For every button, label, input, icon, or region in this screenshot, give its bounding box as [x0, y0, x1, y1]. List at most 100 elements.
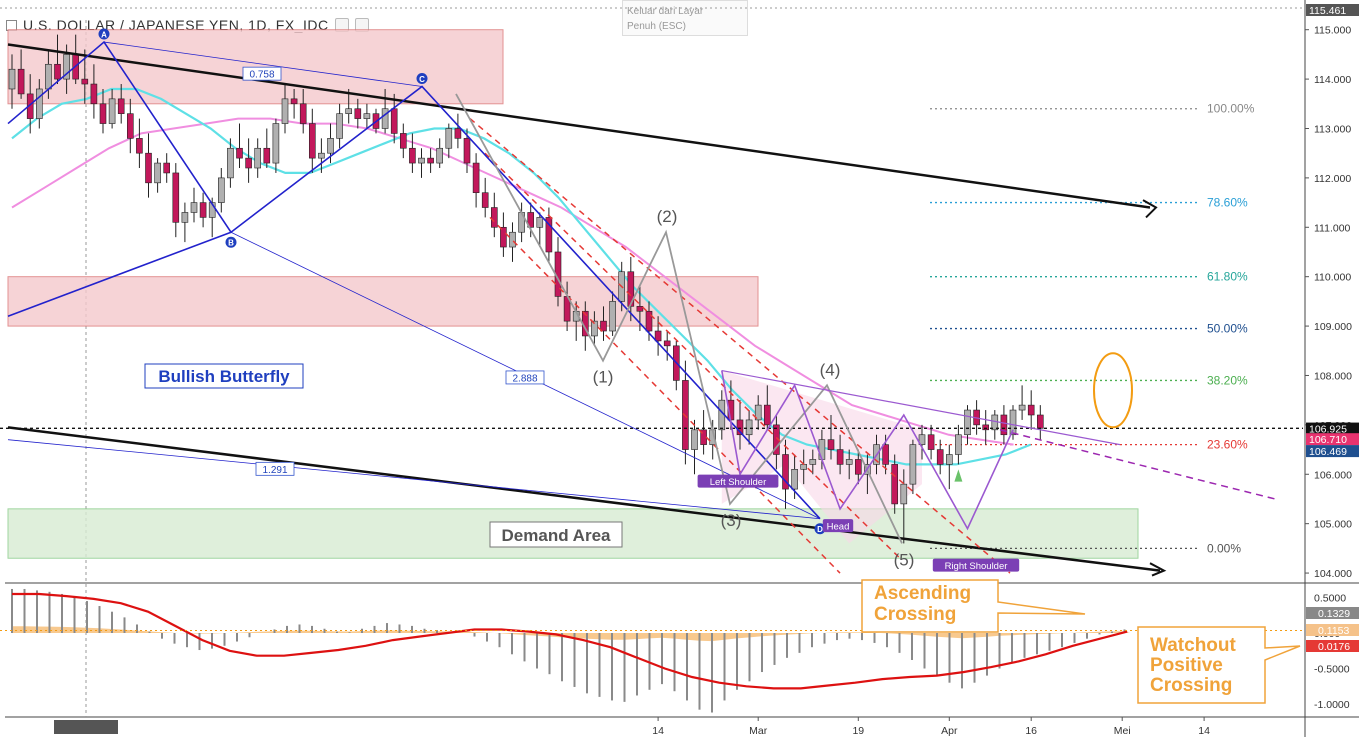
signal-triangle	[954, 469, 963, 482]
candle-body	[117, 98, 125, 114]
candle-body	[245, 157, 252, 169]
price-marker-label: 106.710	[1309, 434, 1347, 446]
price-candle	[172, 163, 180, 238]
candle-body	[600, 320, 607, 332]
price-candle	[891, 454, 899, 514]
butterfly-x-leg	[7, 231, 232, 317]
price-axis-label: 110.000	[1314, 272, 1351, 284]
price-axis-label: 106.000	[1314, 469, 1352, 481]
candle-body	[1009, 409, 1017, 436]
candle-body	[991, 414, 999, 431]
butterfly-point-label: C	[419, 75, 425, 84]
price-candle	[409, 133, 416, 173]
channel-dashed-line	[469, 118, 1011, 574]
price-candle	[472, 153, 480, 208]
candle-body	[308, 123, 316, 159]
chart-symbol-title: U.S. DOLLAR / JAPANESE YEN, 1D, FX_IDC	[23, 17, 329, 33]
price-candle	[136, 118, 143, 169]
price-candle	[682, 360, 689, 465]
candle-body	[527, 212, 535, 228]
price-candle	[609, 291, 616, 336]
price-candle	[490, 192, 498, 238]
bullish-butterfly-label: Bullish Butterfly	[158, 367, 290, 386]
price-candle	[17, 49, 25, 99]
price-candle	[99, 88, 107, 134]
candle-body	[35, 88, 43, 119]
price-candle	[591, 311, 598, 346]
price-candle	[1009, 405, 1017, 440]
supply-zone-middle	[7, 276, 759, 327]
candle-body	[736, 419, 744, 436]
fib-level-label: 78.60%	[1207, 196, 1248, 210]
candle-body	[154, 162, 161, 184]
price-axis-label: 113.000	[1314, 123, 1351, 135]
candle-body	[254, 147, 261, 169]
ascending-callout-line: Ascending	[874, 583, 971, 604]
candle-body	[982, 424, 990, 431]
candle-body	[281, 98, 289, 124]
candle-body	[545, 217, 553, 253]
candle-body	[199, 202, 207, 218]
candle-body	[472, 162, 480, 194]
tooltip-line-2: Penuh (ESC)	[627, 21, 686, 32]
price-candle	[827, 414, 835, 460]
candle-body	[17, 68, 25, 95]
candle-body	[509, 231, 516, 248]
candle-body	[63, 54, 70, 80]
ascending-callout	[861, 579, 1086, 633]
candle-body	[945, 454, 953, 465]
price-candle	[918, 424, 926, 460]
candle-body	[827, 439, 835, 450]
price-candle	[90, 64, 98, 119]
price-candle	[254, 138, 261, 178]
candle-body	[145, 152, 152, 184]
pattern-label-bg	[822, 519, 854, 533]
candle-body	[1037, 414, 1044, 429]
price-candle	[527, 202, 535, 238]
time-axis-label: 16	[1025, 725, 1037, 737]
price-axis-label: 115.000	[1314, 25, 1351, 37]
price-candle	[600, 306, 607, 341]
candle-body	[108, 98, 116, 124]
candle-body	[654, 330, 662, 342]
candle-body	[1018, 404, 1026, 411]
fib-level-label: 0.00%	[1207, 541, 1241, 555]
price-axis-label: 105.000	[1314, 519, 1352, 531]
candle-body	[427, 157, 434, 164]
price-marker-bg	[1306, 422, 1359, 435]
butterfly-ratio-label: 0.758	[249, 70, 274, 81]
price-candle	[127, 98, 134, 154]
price-candle	[536, 212, 544, 248]
price-candle	[627, 256, 635, 322]
price-candle	[900, 469, 908, 544]
price-candle	[554, 237, 562, 307]
candle-body	[8, 68, 16, 90]
butterfly-ratio-label: 1.291	[262, 465, 287, 476]
candle-body	[399, 133, 407, 149]
demand-area-label: Demand Area	[502, 526, 612, 545]
candle-body	[927, 434, 935, 450]
elliott-wave-label: (5)	[894, 550, 915, 569]
price-candle	[754, 395, 762, 430]
price-axis-label: 104.000	[1314, 568, 1352, 580]
price-axis-label: 109.000	[1314, 321, 1352, 333]
candle-body	[745, 419, 753, 436]
candle-body	[290, 98, 298, 105]
candle-body	[463, 138, 471, 164]
price-candle	[199, 192, 207, 228]
price-candle	[763, 385, 771, 430]
price-candle	[1027, 390, 1035, 430]
candle-body	[318, 152, 325, 159]
candle-body	[336, 113, 343, 139]
candle-body	[163, 162, 170, 174]
candle-body	[500, 226, 507, 248]
price-candle	[390, 93, 398, 144]
price-candle	[691, 419, 698, 475]
demand-label-box	[489, 521, 623, 548]
macd-marker-label: 0.1329	[1318, 608, 1350, 620]
macd-marker-label: 0.0176	[1318, 641, 1350, 653]
price-marker-label: 115.461	[1309, 5, 1346, 17]
butterfly-point-marker	[416, 73, 428, 85]
candle-body	[691, 429, 698, 450]
